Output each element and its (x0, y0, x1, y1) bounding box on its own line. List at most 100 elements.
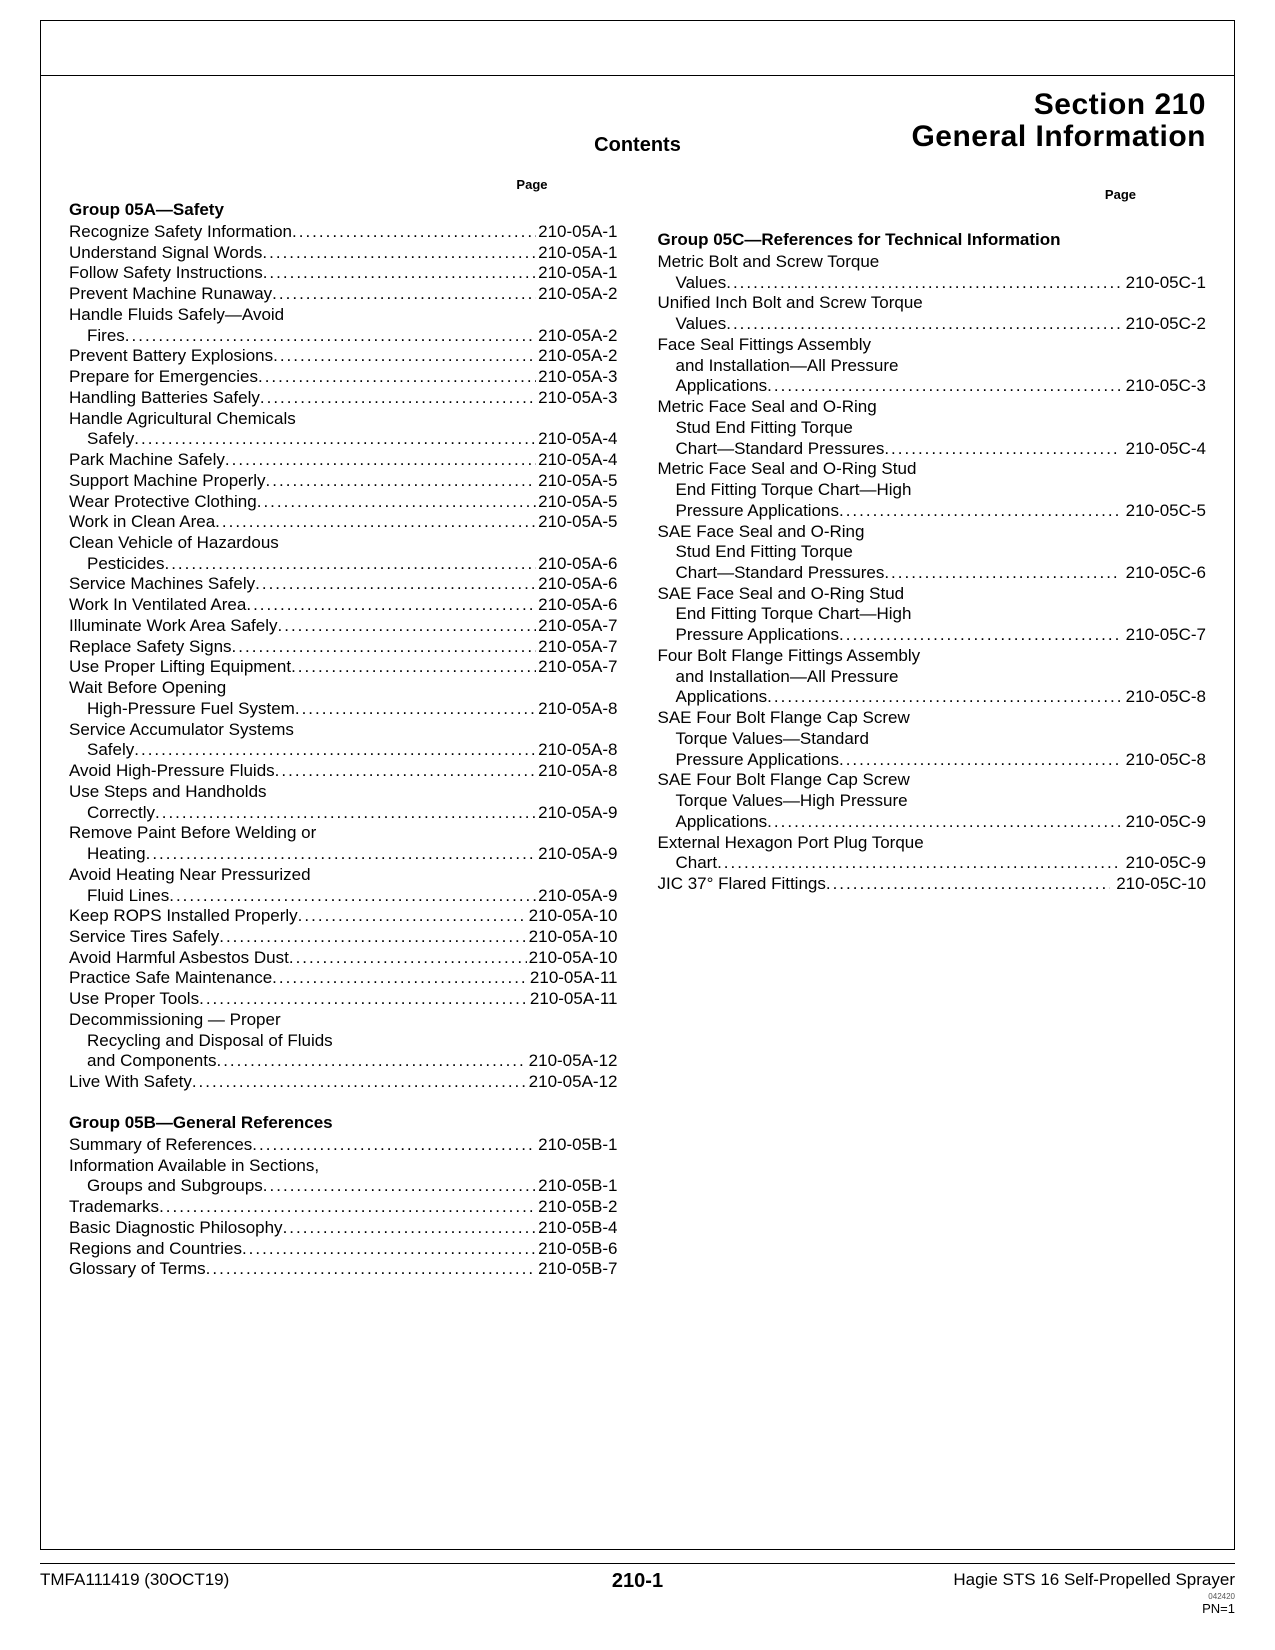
toc-line: Chart—Standard Pressures210-05C-6 (658, 563, 1207, 584)
toc-line: Summary of References210-05B-1 (69, 1135, 618, 1156)
toc-leader-dots (295, 699, 536, 720)
footer-right: Hagie STS 16 Self-Propelled Sprayer 0424… (663, 1570, 1235, 1616)
toc-page-ref: 210-05C-9 (1120, 853, 1206, 874)
toc-page-ref: 210-05C-9 (1120, 812, 1206, 833)
toc-leader-dots (252, 1135, 536, 1156)
toc-page-ref: 210-05A-4 (536, 450, 617, 471)
toc-line: Pesticides210-05A-6 (69, 554, 618, 575)
toc-entry: SAE Face Seal and O-RingStud End Fitting… (658, 522, 1207, 584)
toc-leader-dots (826, 874, 1110, 895)
toc-leader-dots (272, 968, 528, 989)
toc-line: Pressure Applications210-05C-5 (658, 501, 1207, 522)
toc-line: Wear Protective Clothing210-05A-5 (69, 492, 618, 513)
toc-col1-body: Group 05A—SafetyRecognize Safety Informa… (69, 200, 618, 1298)
toc-line: Pressure Applications210-05C-8 (658, 750, 1207, 771)
toc-text: Fires (69, 326, 125, 347)
toc-page-ref: 210-05A-10 (527, 906, 618, 927)
toc-page-ref: 210-05A-8 (536, 699, 617, 720)
toc-line: Avoid Harmful Asbestos Dust210-05A-10 (69, 948, 618, 969)
toc-leader-dots (206, 1259, 536, 1280)
toc-entry: Use Proper Tools210-05A-11 (69, 989, 618, 1010)
toc-text: Pressure Applications (658, 501, 839, 522)
toc-page-ref: 210-05A-1 (536, 243, 617, 264)
toc-leader-dots (257, 492, 536, 513)
toc-line: Park Machine Safely210-05A-4 (69, 450, 618, 471)
toc-page-ref: 210-05A-5 (536, 471, 617, 492)
toc-leader-dots (262, 243, 536, 264)
section-number: Section 210 (69, 88, 1206, 122)
toc-text: External Hexagon Port Plug Torque (658, 833, 924, 854)
toc-leader-dots (219, 927, 526, 948)
toc-text: Unified Inch Bolt and Screw Torque (658, 293, 923, 314)
toc-entry: Prevent Machine Runaway210-05A-2 (69, 284, 618, 305)
toc-page-ref: 210-05C-4 (1120, 439, 1206, 460)
toc-entry: Avoid Harmful Asbestos Dust210-05A-10 (69, 948, 618, 969)
toc-leader-dots (289, 948, 527, 969)
toc-entry: Replace Safety Signs 210-05A-7 (69, 637, 618, 658)
toc-page-ref: 210-05A-7 (536, 637, 617, 658)
toc-page-ref: 210-05A-9 (536, 844, 617, 865)
toc-text: SAE Four Bolt Flange Cap Screw (658, 708, 910, 729)
toc-leader-dots (767, 687, 1120, 708)
toc-text: Remove Paint Before Welding or (69, 823, 316, 844)
toc-page-ref: 210-05B-6 (536, 1239, 617, 1260)
toc-entry: Wait Before OpeningHigh-Pressure Fuel Sy… (69, 678, 618, 719)
toc-line: Recognize Safety Information210-05A-1 (69, 222, 618, 243)
toc-page-ref: 210-05A-11 (528, 968, 618, 989)
toc-text: and Installation—All Pressure (658, 356, 899, 377)
toc-text: Regions and Countries (69, 1239, 242, 1260)
toc-leader-dots (298, 906, 527, 927)
toc-text: Pesticides (69, 554, 164, 575)
toc-text: Service Accumulator Systems (69, 720, 294, 741)
toc-leader-dots (263, 1176, 536, 1197)
footer-right-text: Hagie STS 16 Self-Propelled Sprayer (953, 1570, 1235, 1589)
toc-text: Prepare for Emergencies (69, 367, 258, 388)
toc-line: Support Machine Properly210-05A-5 (69, 471, 618, 492)
toc-leader-dots (275, 761, 536, 782)
toc-text: Use Steps and Handholds (69, 782, 267, 803)
toc-leader-dots (726, 273, 1119, 294)
toc-entry: Metric Face Seal and O-Ring StudEnd Fitt… (658, 459, 1207, 521)
toc-leader-dots (278, 616, 537, 637)
toc-page-ref: 210-05A-9 (536, 886, 617, 907)
toc-leader-dots (273, 346, 536, 367)
toc-line: Live With Safety210-05A-12 (69, 1072, 618, 1093)
toc-text: Service Tires Safely (69, 927, 219, 948)
toc-line: Wait Before Opening (69, 678, 618, 699)
toc-entry: Handle Fluids Safely—AvoidFires210-05A-2 (69, 305, 618, 346)
toc-entry: Handling Batteries Safely210-05A-3 (69, 388, 618, 409)
toc-text: Pressure Applications (658, 625, 839, 646)
toc-text: Chart—Standard Pressures (658, 439, 885, 460)
toc-line: Remove Paint Before Welding or (69, 823, 618, 844)
toc-page-ref: 210-05A-1 (536, 222, 617, 243)
toc-entry: Metric Bolt and Screw TorqueValues210-05… (658, 252, 1207, 293)
toc-text: Use Proper Tools (69, 989, 199, 1010)
toc-entry: Avoid High-Pressure Fluids210-05A-8 (69, 761, 618, 782)
toc-text: Work in Clean Area (69, 512, 215, 533)
toc-entry: JIC 37° Flared Fittings210-05C-10 (658, 874, 1207, 895)
toc-page-ref: 210-05B-7 (536, 1259, 617, 1280)
toc-entry: Keep ROPS Installed Properly210-05A-10 (69, 906, 618, 927)
toc-page-ref: 210-05C-2 (1120, 314, 1206, 335)
toc-page-ref: 210-05C-10 (1110, 874, 1206, 895)
toc-entry: Handle Agricultural ChemicalsSafely210-0… (69, 409, 618, 450)
toc-leader-dots (199, 989, 528, 1010)
toc-text: Practice Safe Maintenance (69, 968, 272, 989)
toc-text: Replace Safety Signs (69, 637, 232, 658)
toc-text: Wait Before Opening (69, 678, 226, 699)
toc-page-ref: 210-05A-2 (536, 326, 617, 347)
toc-line: and Installation—All Pressure (658, 356, 1207, 377)
toc-entry: Use Steps and HandholdsCorrectly210-05A-… (69, 782, 618, 823)
toc-text: End Fitting Torque Chart—High (658, 480, 912, 501)
toc-text: Chart (658, 853, 718, 874)
toc-page-ref: 210-05C-7 (1120, 625, 1206, 646)
toc-entry: Understand Signal Words210-05A-1 (69, 243, 618, 264)
toc-text: High-Pressure Fuel System (69, 699, 295, 720)
group-spacer (69, 1280, 618, 1298)
toc-line: Prepare for Emergencies210-05A-3 (69, 367, 618, 388)
toc-line: Handling Batteries Safely210-05A-3 (69, 388, 618, 409)
toc-entry: Face Seal Fittings Assemblyand Installat… (658, 335, 1207, 397)
toc-page-ref: 210-05C-3 (1120, 376, 1206, 397)
toc-line: Torque Values—Standard (658, 729, 1207, 750)
toc-line: Face Seal Fittings Assembly (658, 335, 1207, 356)
